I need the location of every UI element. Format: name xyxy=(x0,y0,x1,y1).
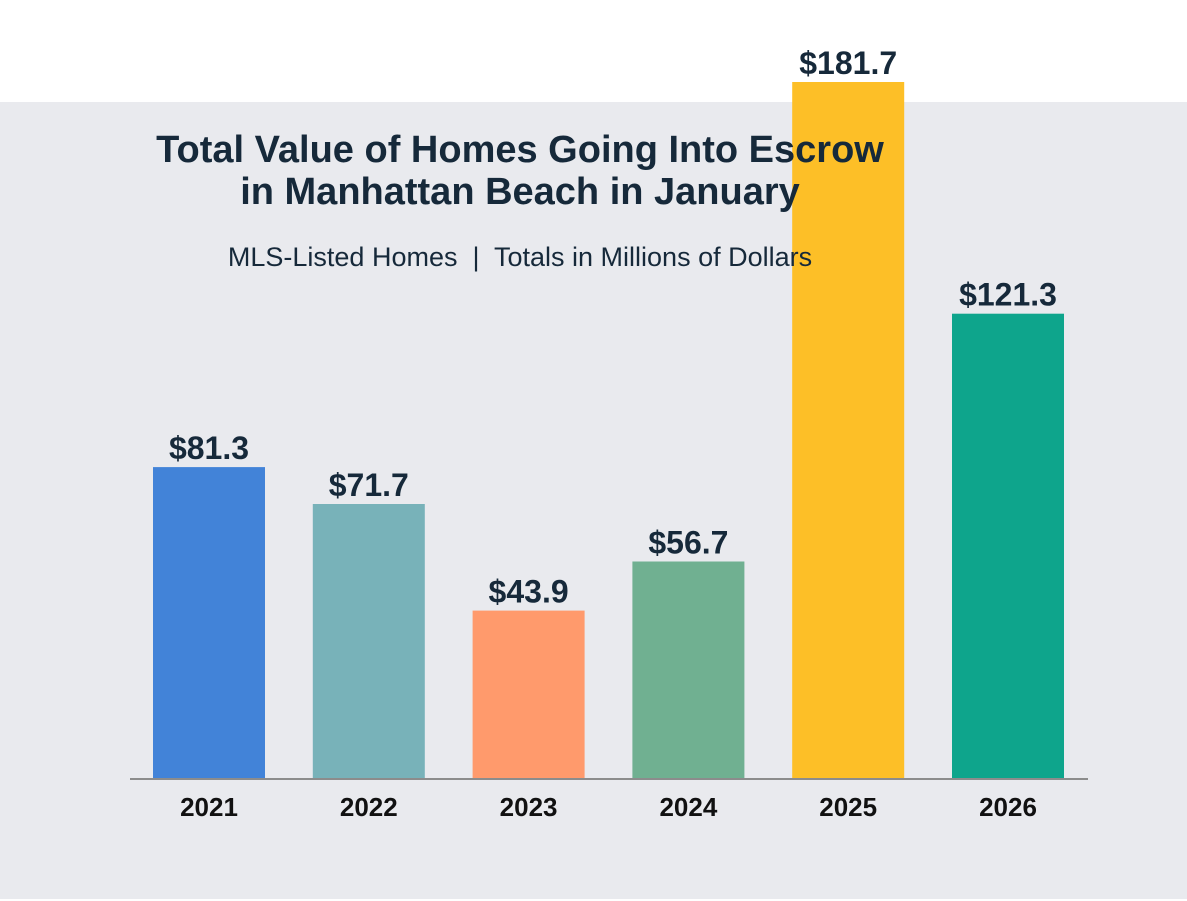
x-tick-labels-group: 2021 2022 2023 2024 2025 2026 xyxy=(180,792,1037,822)
x-tick-label-2026: 2026 xyxy=(979,792,1037,822)
x-tick-label-2024: 2024 xyxy=(659,792,717,822)
chart-title-line-2: in Manhattan Beach in January xyxy=(240,171,800,213)
bar-2026 xyxy=(952,313,1064,779)
bar-2021 xyxy=(153,467,265,779)
bar-2023 xyxy=(472,610,585,779)
bar-2024 xyxy=(632,561,745,779)
chart-title-line-1: Total Value of Homes Going Into Escrow xyxy=(156,129,884,171)
value-label-2022: $71.7 xyxy=(329,467,409,503)
value-label-2026: $121.3 xyxy=(959,277,1057,313)
bar-2025 xyxy=(792,82,905,779)
x-tick-label-2025: 2025 xyxy=(819,792,877,822)
x-tick-label-2023: 2023 xyxy=(500,792,558,822)
bars-group xyxy=(153,82,1064,779)
bar-2022 xyxy=(312,504,425,779)
chart-subtitle: MLS-Listed Homes | Totals in Millions of… xyxy=(227,242,813,272)
x-tick-label-2022: 2022 xyxy=(340,792,398,822)
value-label-2024: $56.7 xyxy=(648,525,728,561)
value-label-2025: $181.7 xyxy=(799,45,897,81)
value-label-2021: $81.3 xyxy=(169,430,249,466)
value-labels-group: $81.3 $71.7 $43.9 $56.7 $181.7 $121.3 xyxy=(169,45,1057,610)
value-label-2023: $43.9 xyxy=(489,574,569,610)
x-tick-label-2021: 2021 xyxy=(180,792,238,822)
